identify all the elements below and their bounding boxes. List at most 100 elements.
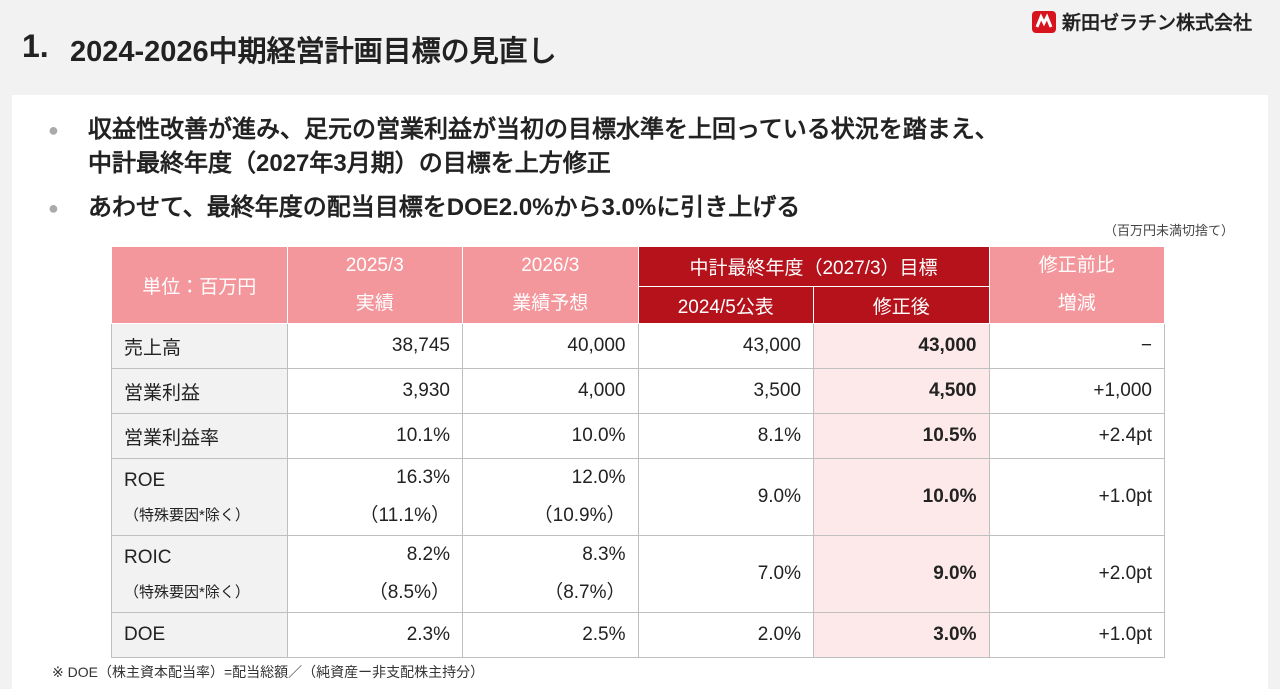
value-text: 10.0% [922,486,977,507]
value-cell: 38,745 [286,323,463,369]
label-text: ROE [124,469,166,491]
header-cell: 2025/3 実績 [286,246,463,324]
row-label: DOE [111,612,288,658]
value-cell: +1.0pt [988,458,1165,536]
row-label: 営業利益率 [111,413,288,459]
value-cell: − [988,323,1165,369]
value-cell: 8.2% （8.5%） [286,535,463,613]
table-row: DOE 2.3% 2.5% 2.0% 3.0% +1.0pt [111,612,1165,658]
value-text: 10.0% [571,425,626,446]
value-cell: 10.0% [462,413,639,459]
table-row: 営業利益 3,930 4,000 3,500 4,500 +1,000 [111,368,1165,414]
value-cell: 43,000 [813,323,990,369]
value-cell: 40,000 [462,323,639,369]
table-row: ROIC （特殊要因*除く） 8.2% （8.5%） 8.3% （8.7%） 7.0% 9.0… [111,535,1165,613]
row-label: ROE （特殊要因*除く） [111,458,288,536]
value-text: （11.1%） [359,505,450,526]
value-text: 2.5% [582,624,626,645]
header-text: 2026/3 [521,255,580,276]
value-text: 8.1% [757,425,801,446]
value-text: 9.0% [933,563,977,584]
value-cell: +1.0pt [988,612,1165,658]
header-text: 増減 [1057,293,1096,314]
value-text: 3,500 [753,380,801,401]
header-text: 2025/3 [345,255,404,276]
label-text: 営業利益率 [124,427,220,449]
label-text: ROIC [124,546,172,568]
value-text: +2.0pt [1098,563,1152,584]
bullet-line: 収益性改善が進み、足元の営業利益が当初の目標水準を上回っている状況を踏まえ、 [88,116,999,143]
value-cell: 43,000 [637,323,814,369]
value-cell: 2.3% [286,612,463,658]
value-text: 10.1% [396,425,450,446]
value-cell: 10.1% [286,413,463,459]
row-label: ROIC （特殊要因*除く） [111,535,288,613]
value-text: 3,930 [402,380,450,401]
value-text: +1.0pt [1098,624,1152,645]
value-cell: 9.0% [813,535,990,613]
value-text: 10.5% [922,425,977,446]
label-text: 売上高 [124,337,182,359]
value-cell: 3.0% [813,612,990,658]
header-text: 実績 [355,293,394,314]
value-text: 16.3% [396,467,450,488]
bullet-line: 中計最終年度（2027年3月期）の目標を上方修正 [88,150,611,177]
value-text: 4,500 [928,380,977,401]
label-text: DOE [124,624,166,645]
header-cell: 修正前比 増減 [988,246,1165,324]
value-text: 40,000 [567,335,626,356]
header-cell: 単位：百万円 [111,246,288,324]
value-text: 8.3% [582,544,626,565]
value-cell: 10.5% [813,413,990,459]
sublabel-text: （特殊要因*除く） [124,583,250,601]
value-text: 3.0% [933,624,977,645]
value-cell: +1,000 [988,368,1165,414]
value-text: （10.9%） [533,505,626,526]
header-cell: 修正後 [813,286,990,324]
value-cell: +2.0pt [988,535,1165,613]
label-text: 営業利益 [124,382,201,404]
bullet: ● 収益性改善が進み、足元の営業利益が当初の目標水準を上回っている状況を踏まえ、中… [48,113,999,181]
value-cell: 2.5% [462,612,639,658]
header-text: 修正前比 [1038,255,1115,276]
value-text: 2.0% [757,624,801,645]
value-text: − [1140,335,1152,356]
value-text: 2.3% [406,624,450,645]
value-text: （8.5%） [368,582,450,603]
value-cell: 9.0% [637,458,814,536]
value-text: 4,000 [577,380,626,401]
sublabel-text: （特殊要因*除く） [124,506,250,524]
bullet: ● あわせて、最終年度の配当目標をDOE2.0%から3.0%に引き上げる [48,191,800,225]
value-text: 8.2% [406,544,450,565]
footnote: ※ DOE（株主資本配当率）=配当総額／（純資産ー非支配株主持分） [52,664,485,680]
header-cell: 2026/3 業績予想 [462,246,639,324]
value-cell: 16.3% （11.1%） [286,458,463,536]
value-text: +2.4pt [1098,425,1152,446]
value-cell: 12.0% （10.9%） [462,458,639,536]
value-cell: 4,500 [813,368,990,414]
header-cell: 2024/5公表 [637,286,814,324]
logo-icon [1031,10,1056,33]
header-cell: 中計最終年度（2027/3）目標 [637,246,990,287]
value-text: +1.0pt [1098,486,1152,507]
value-cell: 3,930 [286,368,463,414]
table-row: 営業利益率 10.1% 10.0% 8.1% 10.5% +2.4pt [111,413,1165,459]
value-text: 12.0% [571,467,626,488]
value-text: 43,000 [742,335,801,356]
value-text: +1,000 [1093,380,1152,401]
value-cell: 7.0% [637,535,814,613]
value-cell: 8.1% [637,413,814,459]
value-cell: 8.3% （8.7%） [462,535,639,613]
value-cell: 10.0% [813,458,990,536]
row-label: 売上高 [111,323,288,369]
value-text: （8.7%） [544,582,626,603]
header-text: 業績予想 [512,293,589,314]
target-table: 単位：百万円 2025/3 実績 2026/3 業績予想 中計最終年度（2027/3… [111,246,1165,658]
value-text: 38,745 [391,335,450,356]
table-row: ROE （特殊要因*除く） 16.3% （11.1%） 12.0% （10.9%） 9.0%… [111,458,1165,536]
table-row: 売上高 38,745 40,000 43,000 43,000 − [111,323,1165,369]
slide-title: 2024-2026中期経営計画目標の見直し [70,36,557,68]
value-cell: +2.4pt [988,413,1165,459]
value-text: 7.0% [757,563,801,584]
section-number: 1. [22,28,49,64]
